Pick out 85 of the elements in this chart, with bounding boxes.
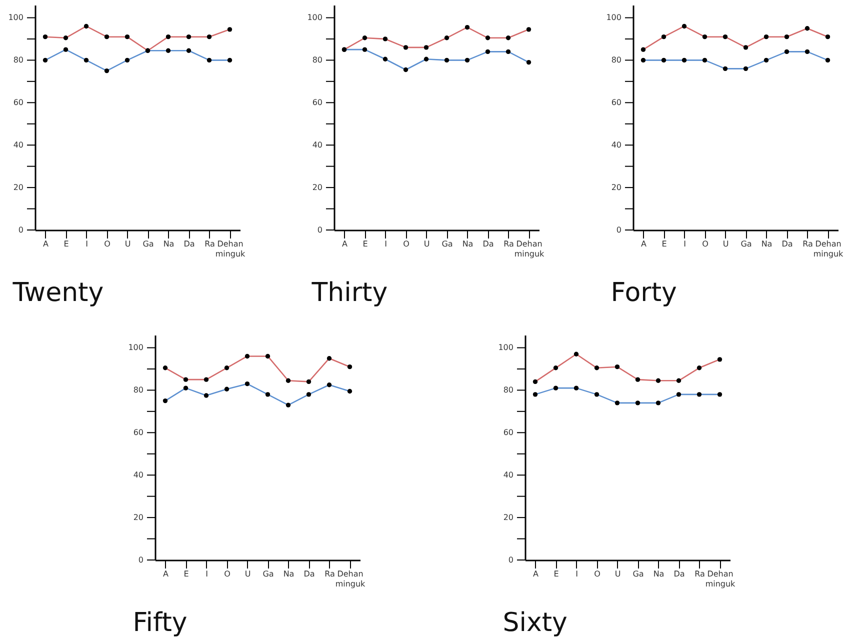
- x-tick-label: Ra: [324, 570, 335, 578]
- x-tick-label: E: [362, 240, 368, 248]
- y-tick-label: 0: [138, 556, 144, 564]
- x-tick-label: I: [384, 240, 387, 248]
- y-tick-label: 20: [312, 183, 322, 192]
- x-tick-label: O: [702, 240, 708, 248]
- x-tick-label: U: [722, 240, 729, 248]
- y-tick-label: 60: [503, 428, 514, 438]
- y-tick-label: 100: [8, 13, 24, 22]
- x-tick-label: E: [662, 240, 667, 248]
- x-tick-label: Na: [462, 240, 474, 248]
- text: Forty: [610, 278, 677, 308]
- y-tick-label: 100: [307, 13, 322, 22]
- x-tick-label: Dehan minguk: [705, 570, 736, 588]
- x-tick-label: O: [224, 570, 230, 578]
- y-tick-label: 80: [13, 56, 24, 65]
- x-tick-label: O: [104, 240, 110, 248]
- y-tick-label: 40: [611, 140, 622, 150]
- x-tick-label: O: [403, 240, 410, 248]
- x-tick-label: Ra: [802, 240, 813, 248]
- x-tick-label: U: [424, 240, 430, 248]
- y-tick-label: 0: [508, 556, 514, 564]
- x-tick-label: Da: [482, 240, 494, 248]
- x-tick-label: A: [43, 240, 50, 248]
- y-tick-label: 80: [611, 56, 622, 65]
- y-tick-label: 60: [133, 428, 144, 438]
- text: Sixty: [502, 608, 568, 638]
- x-tick-label: U: [614, 570, 621, 578]
- y-tick-label: 0: [18, 226, 24, 234]
- y-tick-label: 100: [128, 343, 144, 352]
- y-tick-label: 20: [133, 513, 144, 522]
- x-tick-label: Da: [782, 240, 793, 248]
- y-tick-label: 80: [133, 386, 144, 395]
- x-tick-label: Na: [653, 570, 664, 578]
- x-tick-label: Na: [761, 240, 772, 248]
- y-tick-label: 0: [616, 226, 622, 234]
- x-tick-label: Na: [163, 240, 174, 248]
- y-tick-label: 60: [611, 98, 622, 108]
- y-tick-label: 40: [13, 140, 24, 150]
- x-tick-label: I: [576, 570, 578, 578]
- x-tick-label: Ra: [694, 570, 705, 578]
- x-tick-label: E: [554, 570, 559, 578]
- y-tick-label: 40: [312, 140, 322, 150]
- x-tick-label: I: [206, 570, 208, 578]
- text: Thirty: [310, 278, 388, 308]
- x-tick-label: Dehan minguk: [335, 570, 366, 588]
- x-tick-label: E: [64, 240, 69, 248]
- y-tick-label: 40: [133, 470, 144, 480]
- y-tick-label: 100: [606, 13, 622, 22]
- x-tick-label: Na: [283, 570, 294, 578]
- x-tick-label: E: [184, 570, 189, 578]
- y-tick-label: 20: [611, 183, 622, 192]
- y-tick-label: 80: [503, 386, 514, 395]
- y-tick-label: 40: [503, 470, 514, 480]
- x-tick-label: U: [124, 240, 131, 248]
- y-tick-label: 100: [498, 343, 514, 352]
- x-tick-label: I: [684, 240, 686, 248]
- x-tick-label: Da: [674, 570, 685, 578]
- x-tick-label: I: [86, 240, 88, 248]
- x-tick-label: Dehan minguk: [514, 240, 545, 258]
- x-tick-label: A: [641, 240, 648, 248]
- x-tick-label: A: [342, 240, 348, 248]
- x-tick-label: Dehan minguk: [215, 240, 246, 258]
- x-tick-label: Da: [184, 240, 195, 248]
- x-tick-label: A: [533, 570, 540, 578]
- y-tick-label: 20: [13, 183, 24, 192]
- x-tick-label: U: [244, 570, 251, 578]
- text: Fifty: [132, 608, 188, 638]
- x-tick-label: Da: [304, 570, 315, 578]
- x-tick-label: Ga: [740, 240, 752, 248]
- x-tick-label: Ga: [442, 240, 453, 248]
- y-tick-label: 20: [503, 513, 514, 522]
- y-tick-label: 60: [312, 98, 322, 108]
- y-tick-label: 80: [312, 56, 322, 65]
- x-tick-label: Ga: [262, 570, 274, 578]
- x-tick-label: A: [163, 570, 170, 578]
- x-tick-label: Ra: [204, 240, 215, 248]
- text: Twenty: [12, 278, 104, 308]
- x-tick-label: Dehan minguk: [813, 240, 844, 258]
- x-tick-label: Ga: [632, 570, 644, 578]
- x-tick-label: Ra: [504, 240, 514, 248]
- y-tick-label: 0: [317, 226, 322, 234]
- y-tick-label: 60: [13, 98, 24, 108]
- x-tick-label: Ga: [142, 240, 154, 248]
- x-tick-label: O: [594, 570, 600, 578]
